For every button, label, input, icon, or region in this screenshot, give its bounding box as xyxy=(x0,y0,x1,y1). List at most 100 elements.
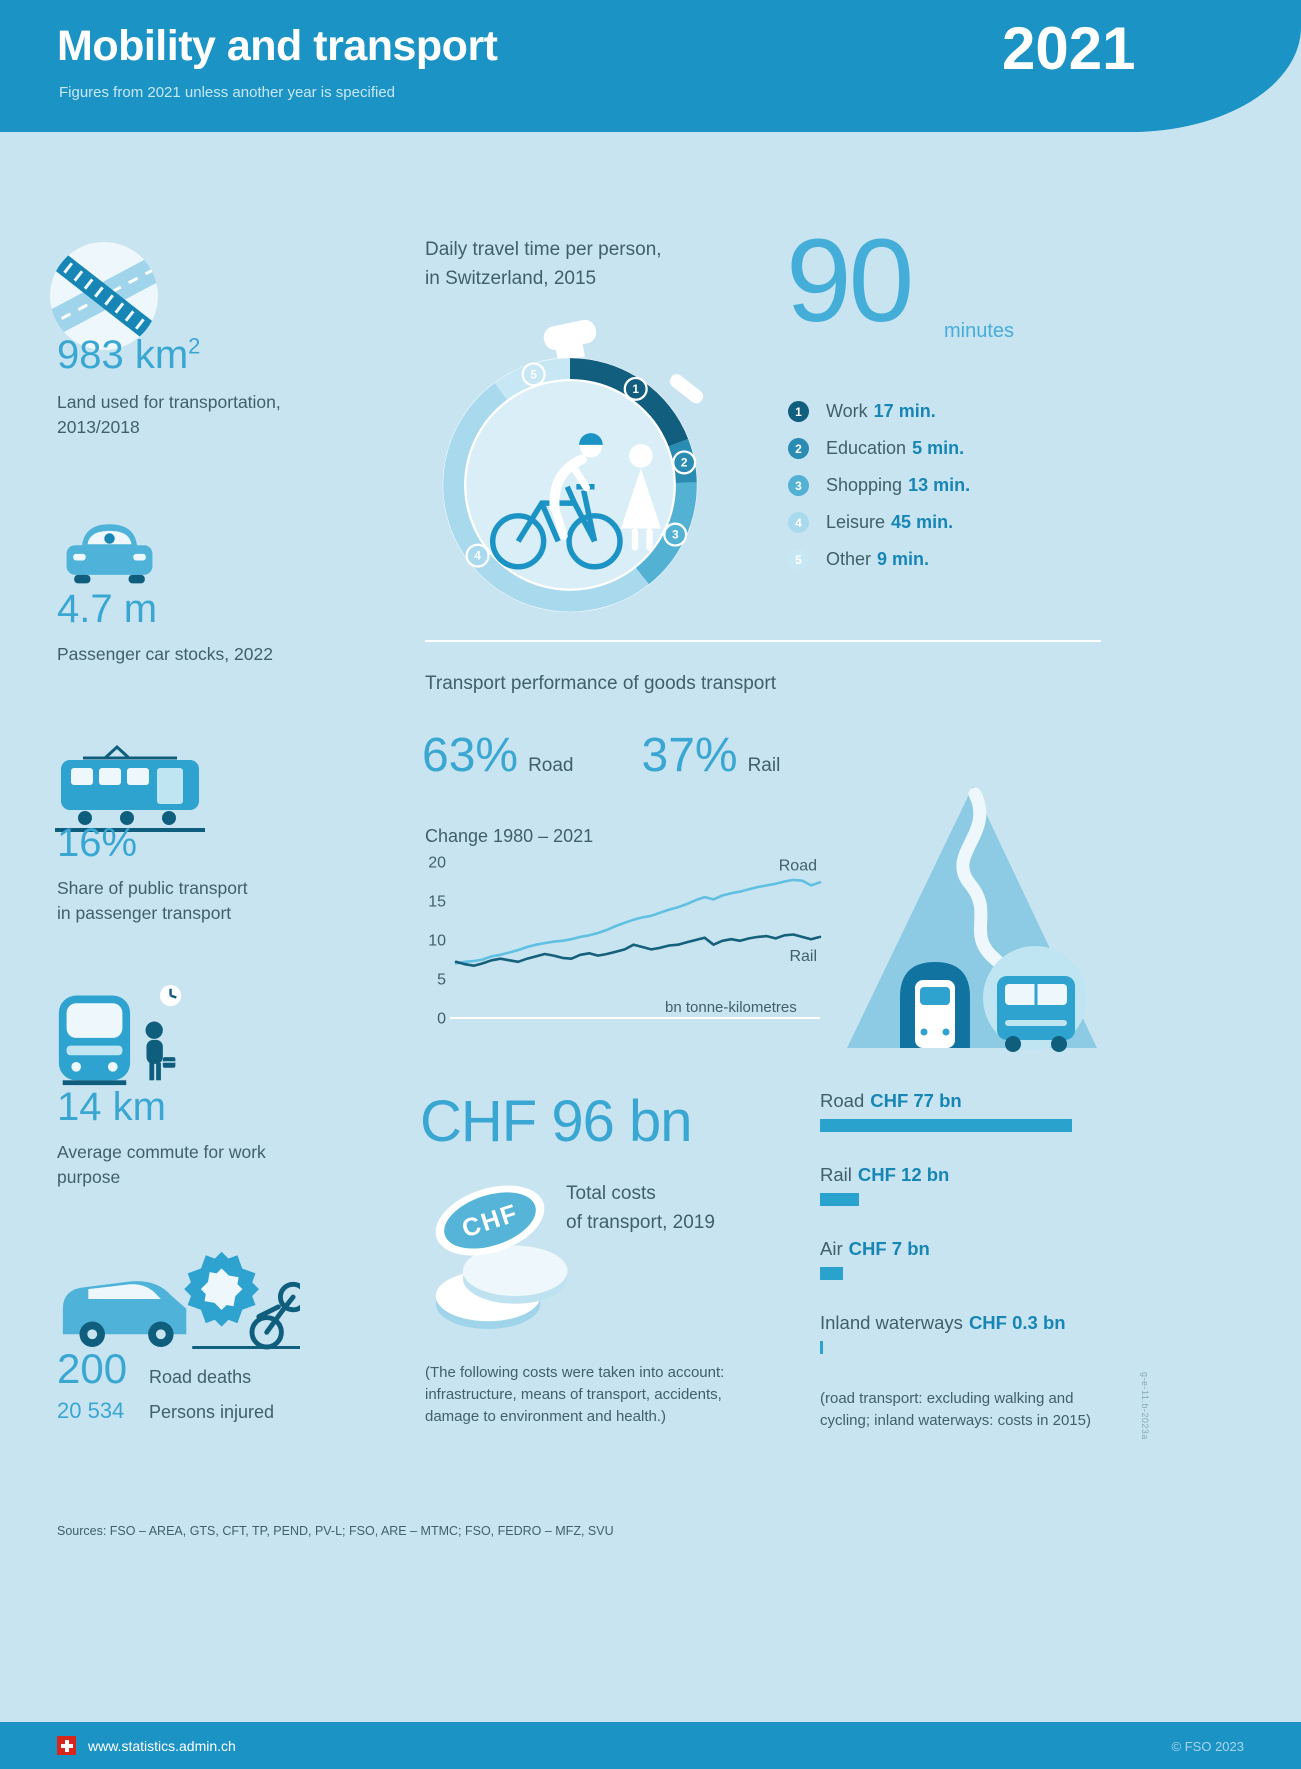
road-area-icon xyxy=(50,242,158,350)
cost-value: CHF 0.3 bn xyxy=(968,1312,1066,1333)
car-icon-wrap xyxy=(57,512,162,588)
costs-note-included: (The following costs were taken into acc… xyxy=(425,1364,725,1425)
legend-item-leisure: 4 Leisure 45 min. xyxy=(788,504,970,541)
legend-item-shopping: 3 Shopping 13 min. xyxy=(788,467,970,504)
legend-value: 13 min. xyxy=(908,475,971,495)
costs-note-exclusions: (road transport: excluding walking and c… xyxy=(820,1390,1091,1429)
stopwatch-button-icon xyxy=(669,374,704,404)
legend-item-work: 1 Work 17 min. xyxy=(788,393,970,430)
svg-text:10: 10 xyxy=(428,933,446,950)
legend-label: Education xyxy=(826,438,907,458)
cost-bar-rail xyxy=(820,1193,860,1206)
section-divider xyxy=(425,640,1101,642)
svg-text:5: 5 xyxy=(437,972,446,989)
svg-text:5: 5 xyxy=(530,367,537,381)
swiss-flag-icon xyxy=(57,1736,76,1755)
coins-wrap: CHF xyxy=(428,1168,583,1333)
page-title: Mobility and transport xyxy=(57,22,498,70)
truck-icon xyxy=(997,976,1075,1052)
train-commute-icon xyxy=(58,984,182,1086)
total-costs-value: CHF 96 bn xyxy=(420,1089,692,1154)
crash-icon-wrap xyxy=(55,1238,300,1358)
legend-value: 9 min. xyxy=(877,549,930,569)
travel-time-legend: 1 Work 17 min. 2 Education 5 min. 3 Shop… xyxy=(788,393,970,578)
legend-item-education: 2 Education 5 min. xyxy=(788,430,970,467)
cost-row-air: Air CHF 7 bn xyxy=(820,1238,1072,1280)
sources-line: Sources: FSO – AREA, GTS, CFT, TP, PEND,… xyxy=(57,1524,614,1538)
header: Mobility and transport Figures from 2021… xyxy=(0,0,1301,132)
car-icon xyxy=(66,524,153,584)
car-stock-label: Passenger car stocks, 2022 xyxy=(57,644,273,664)
footer-url[interactable]: www.statistics.admin.ch xyxy=(88,1738,236,1754)
publication-code: g-e-11.b-2023a xyxy=(1140,1372,1150,1440)
chf-coin-top: CHF xyxy=(435,1185,545,1256)
tram-icon-wrap xyxy=(55,742,205,834)
footer-bar: www.statistics.admin.ch © FSO 2023 xyxy=(0,1722,1301,1769)
injured-row: 20 534 Persons injured xyxy=(57,1398,274,1424)
legend-bullet-5: 5 xyxy=(788,549,809,570)
cost-value: CHF 12 bn xyxy=(857,1164,950,1185)
cost-label: Rail xyxy=(820,1164,852,1185)
cost-label: Air xyxy=(820,1238,843,1259)
road-deaths-row: 200 Road deaths xyxy=(57,1345,251,1393)
cost-label: Road xyxy=(820,1090,865,1111)
pt-share-value: 16% xyxy=(57,821,138,865)
page-subtitle: Figures from 2021 unless another year is… xyxy=(59,84,396,101)
travel-time-total: 90 xyxy=(786,215,914,347)
legend-bullet-3: 3 xyxy=(788,475,809,496)
stopwatch-wrap: 1 2 3 4 5 xyxy=(420,312,720,626)
legend-value: 5 min. xyxy=(912,438,965,458)
commute-icon-wrap xyxy=(55,982,185,1090)
cost-row-rail: Rail CHF 12 bn xyxy=(820,1164,1072,1206)
pt-share-label: Share of public transport in passenger t… xyxy=(57,878,248,924)
total-costs-label: Total costs of transport, 2019 xyxy=(566,1183,715,1233)
cost-row-road: Road CHF 77 bn xyxy=(820,1090,1072,1132)
cost-row-waterways: Inland waterways CHF 0.3 bn xyxy=(820,1312,1072,1354)
cost-value: CHF 7 bn xyxy=(848,1238,930,1259)
svg-text:bn tonne-kilometres: bn tonne-kilometres xyxy=(665,999,797,1016)
travel-time-donut: 1 2 3 4 5 xyxy=(443,358,697,612)
road-deaths-label: Road deaths xyxy=(149,1367,252,1387)
land-use-label: Land used for transportation, 2013/2018 xyxy=(57,392,281,438)
cost-label: Inland waterways xyxy=(820,1312,963,1333)
cost-value: CHF 77 bn xyxy=(870,1090,962,1111)
legend-bullet-4: 4 xyxy=(788,512,809,533)
goods-chart: 20 15 10 5 0 bn tonne-kilometres Road Rail xyxy=(428,855,822,1028)
injured-label: Persons injured xyxy=(149,1402,275,1422)
legend-bullet-2: 2 xyxy=(788,438,809,459)
land-use-icon-wrap xyxy=(48,240,160,352)
road-share-label: Road xyxy=(528,755,574,776)
stopwatch-illustration: 1 2 3 4 5 xyxy=(442,319,704,613)
travel-time-heading: Daily travel time per person, in Switzer… xyxy=(425,239,662,289)
chf-coins-illustration: CHF xyxy=(435,1185,568,1329)
road-share: 63% Road xyxy=(422,728,574,783)
svg-text:15: 15 xyxy=(428,894,446,911)
svg-text:Rail: Rail xyxy=(789,948,817,965)
rail-share-value: 37% xyxy=(641,729,738,782)
footer-copyright: © FSO 2023 xyxy=(1171,1739,1244,1754)
land-use-value: 983 km2 xyxy=(57,333,201,377)
svg-text:1: 1 xyxy=(632,382,639,396)
cost-bar-air xyxy=(820,1267,843,1280)
cost-bars: Road CHF 77 bn Rail CHF 12 bn Air CHF 7 bn … xyxy=(820,1090,1072,1386)
legend-value: 45 min. xyxy=(891,512,954,532)
goods-shares: 63% Road 37% Rail xyxy=(422,728,780,783)
chart-title: Change 1980 – 2021 xyxy=(425,826,594,846)
legend-label: Work xyxy=(826,401,868,421)
legend-bullet-1: 1 xyxy=(788,401,809,422)
car-stock-value: 4.7 m xyxy=(57,587,158,631)
cost-bar-waterways xyxy=(820,1341,823,1354)
rail-share-label: Rail xyxy=(747,755,781,776)
travel-time-unit: minutes xyxy=(944,320,1015,342)
injured-value: 20 534 xyxy=(57,1398,125,1423)
stopwatch-stem-icon xyxy=(543,319,597,363)
land-use-sup: 2 xyxy=(188,333,201,359)
svg-text:2: 2 xyxy=(681,456,688,470)
tram-icon xyxy=(55,744,205,832)
legend-label: Shopping xyxy=(826,475,903,495)
goods-heading: Transport performance of goods transport xyxy=(425,673,776,694)
road-share-value: 63% xyxy=(422,729,519,782)
rail-share: 37% Rail xyxy=(642,728,781,783)
legend-label: Other xyxy=(826,549,872,569)
svg-text:4: 4 xyxy=(474,549,481,563)
